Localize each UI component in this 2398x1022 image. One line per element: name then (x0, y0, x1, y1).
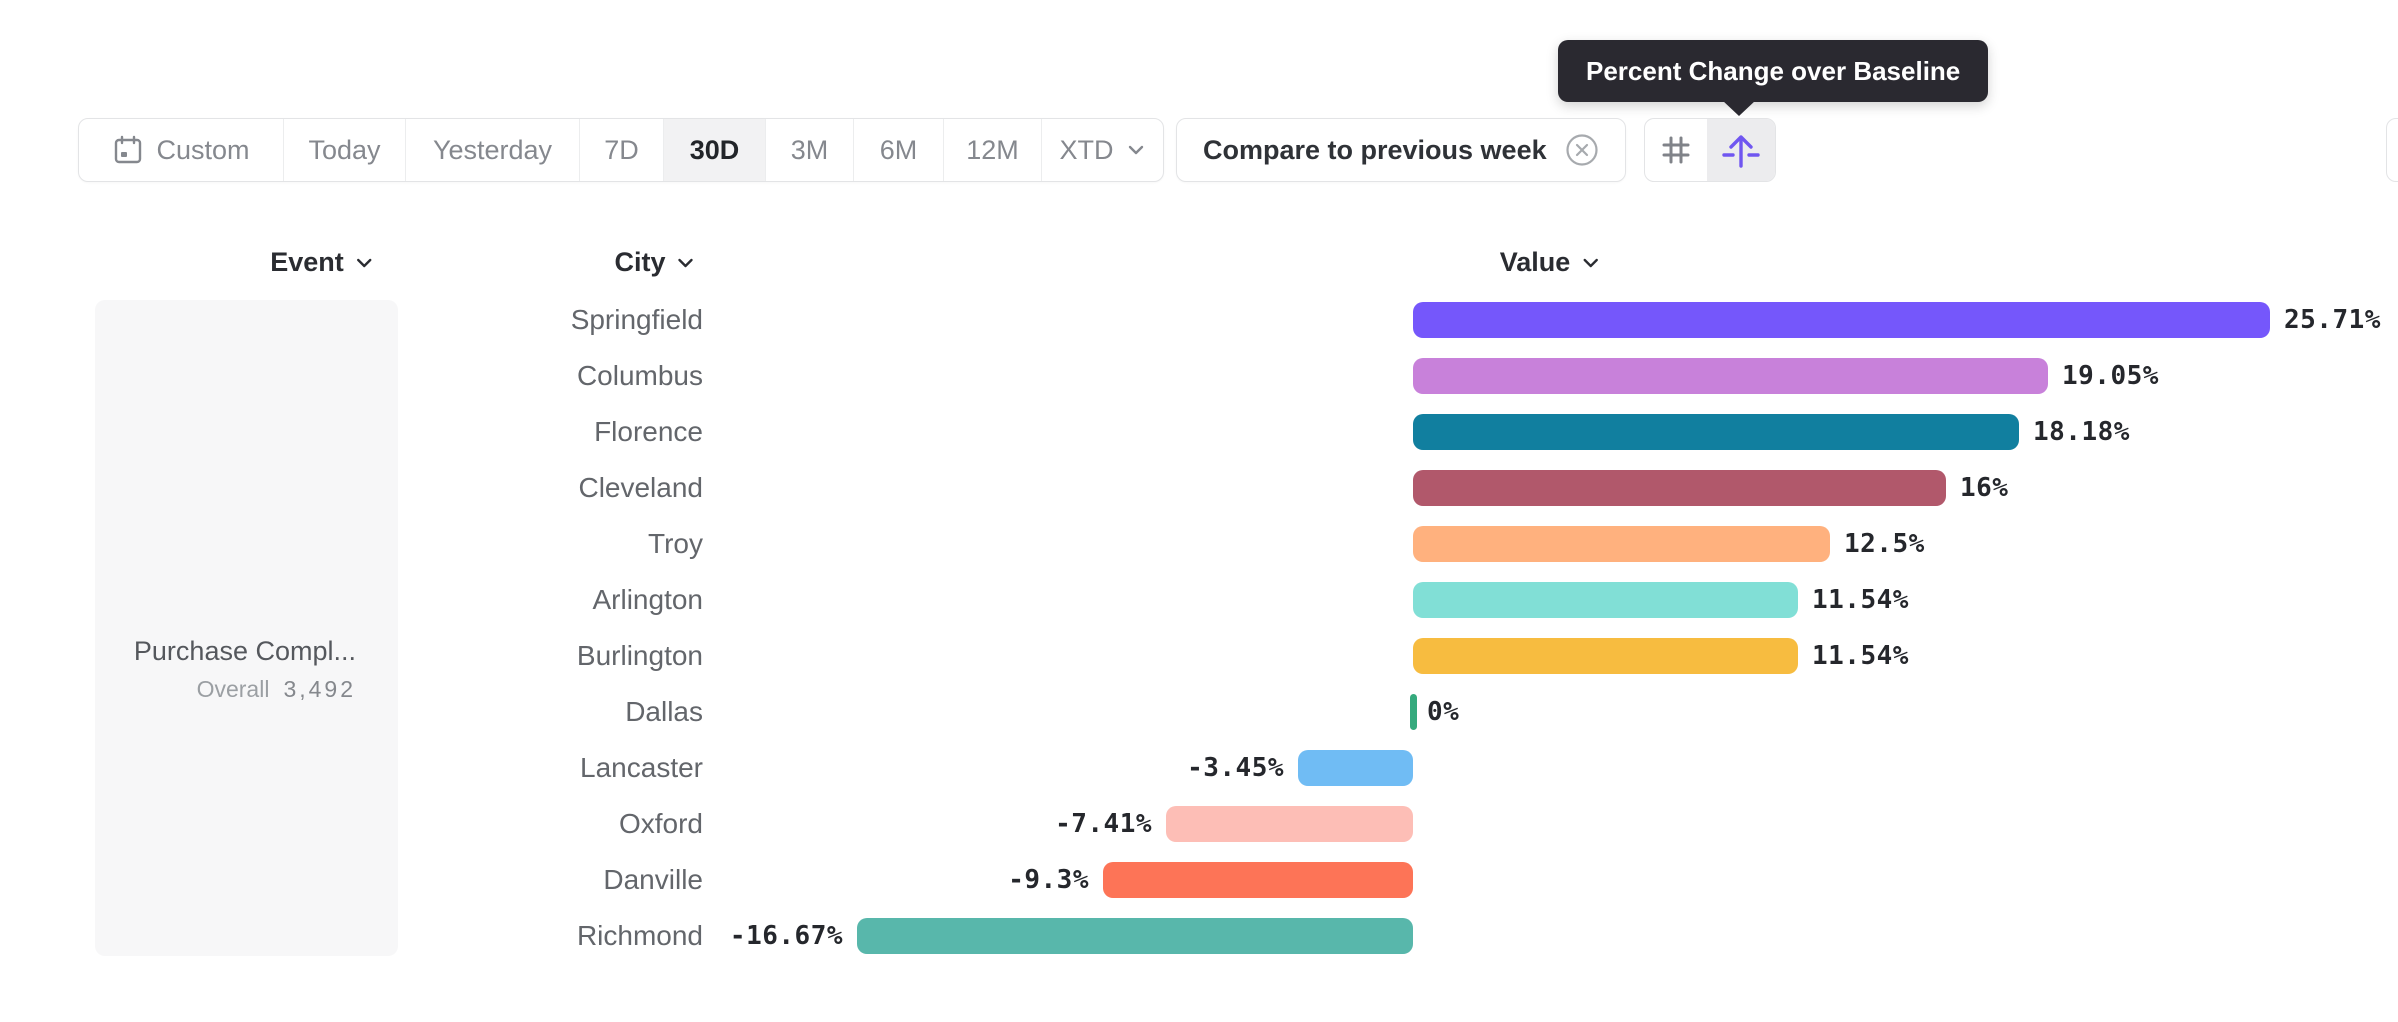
column-header-label: City (614, 247, 666, 277)
bar[interactable] (1413, 302, 2270, 338)
chart-row: Troy 12.5% (0, 516, 2398, 572)
city-label: Richmond (576, 920, 703, 951)
hash-grid-icon (1656, 130, 1696, 170)
chevron-down-icon (676, 253, 696, 273)
column-header-label: Event (270, 247, 344, 277)
percent-change-baseline-button[interactable] (1707, 119, 1775, 181)
city-label: Springfield (570, 304, 703, 335)
date-range-label: Today (308, 134, 381, 165)
chart-row: Arlington 11.54% (0, 572, 2398, 628)
x-circle-icon[interactable] (1565, 133, 1599, 167)
value-label: 19.05% (2062, 361, 2159, 391)
event-panel[interactable]: Purchase Compl... Overall 3,492 (95, 300, 398, 956)
column-header-label: Value (1499, 247, 1571, 277)
chart-row: Cleveland 16% (0, 460, 2398, 516)
compare-chip-label: Compare to previous week (1203, 134, 1547, 165)
date-range-label: 3M (790, 134, 829, 165)
value-label: 16% (1960, 473, 2009, 503)
city-label: Oxford (618, 808, 703, 839)
date-range-label: Yesterday (432, 134, 553, 165)
baseline-arrow-icon (1719, 128, 1763, 172)
chart-row: Richmond -16.67% (0, 908, 2398, 964)
tooltip-pointer (1722, 100, 1756, 116)
hash-grid-button[interactable] (1645, 119, 1707, 181)
value-label: -16.67% (729, 921, 843, 951)
value-label: 12.5% (1844, 529, 1925, 559)
city-label: Lancaster (580, 752, 703, 783)
chart-row: Danville -9.3% (0, 852, 2398, 908)
date-range-label: 30D (689, 134, 740, 165)
chart-row: Oxford -7.41% (0, 796, 2398, 852)
chart-row: Lancaster -3.45% (0, 740, 2398, 796)
calendar-icon (112, 134, 144, 166)
date-range-label: Custom (156, 134, 250, 165)
event-title: Purchase Compl... (133, 636, 356, 666)
city-label: Arlington (592, 584, 703, 615)
zero-baseline-marker[interactable] (1410, 694, 1417, 730)
bar[interactable] (1413, 582, 1798, 618)
bar[interactable] (1413, 470, 1946, 506)
overall-label: Overall (196, 676, 270, 702)
date-range-6m[interactable]: 6M (853, 119, 943, 181)
view-toggle-group (1644, 118, 1776, 182)
chart-row: Columbus 19.05% (0, 348, 2398, 404)
date-range-label: XTD (1059, 134, 1114, 165)
event-overall: Overall 3,492 (197, 676, 356, 703)
tooltip-text: Percent Change over Baseline (1586, 55, 1961, 86)
value-label: 25.71% (2284, 305, 2381, 335)
compare-chip[interactable]: Compare to previous week (1176, 118, 1626, 182)
bar[interactable] (1413, 638, 1798, 674)
date-range-label: 7D (604, 134, 639, 165)
column-header-value[interactable]: Value (1494, 246, 1607, 279)
bar[interactable] (857, 918, 1413, 954)
city-label: Dallas (625, 696, 703, 727)
date-range-xtd[interactable]: XTD (1041, 119, 1163, 181)
chart-row: Dallas 0% (0, 684, 2398, 740)
date-range-today[interactable]: Today (283, 119, 405, 181)
bar[interactable] (1413, 414, 2019, 450)
chart-row: Florence 18.18% (0, 404, 2398, 460)
city-label: Danville (603, 864, 703, 895)
chevron-down-icon (1580, 253, 1600, 273)
value-label: -3.45% (1187, 753, 1284, 783)
date-range-3m[interactable]: 3M (765, 119, 853, 181)
city-label: Burlington (576, 640, 703, 671)
city-label: Troy (648, 528, 703, 559)
city-label: Florence (594, 416, 703, 447)
bar[interactable] (1413, 526, 1830, 562)
chart-row: Burlington 11.54% (0, 628, 2398, 684)
date-range-label: 12M (966, 134, 1019, 165)
overall-value: 3,492 (283, 676, 356, 702)
column-header-event[interactable]: Event (264, 246, 380, 279)
date-range-custom[interactable]: Custom (79, 119, 283, 181)
bar[interactable] (1103, 862, 1413, 898)
bar[interactable] (1166, 806, 1413, 842)
date-range-12m[interactable]: 12M (943, 119, 1041, 181)
chevron-down-icon (1126, 140, 1146, 160)
date-range-control: Custom Today Yesterday 7D 30D 3M 6M 12M … (78, 118, 1164, 182)
date-range-yesterday[interactable]: Yesterday (405, 119, 579, 181)
value-label: -9.3% (1008, 865, 1089, 895)
chart-row: Springfield 25.71% (0, 292, 2398, 348)
chevron-down-icon (354, 253, 374, 273)
bar[interactable] (1298, 750, 1413, 786)
date-range-30d[interactable]: 30D (663, 119, 765, 181)
tooltip: Percent Change over Baseline (1558, 40, 1989, 102)
value-label: -7.41% (1055, 809, 1152, 839)
column-header-city[interactable]: City (608, 246, 701, 279)
city-label: Columbus (576, 360, 703, 391)
value-label: 11.54% (1812, 585, 1909, 615)
value-label: 18.18% (2033, 417, 2130, 447)
clipped-toolbar-button[interactable] (2386, 118, 2398, 182)
date-range-7d[interactable]: 7D (579, 119, 663, 181)
bar[interactable] (1413, 358, 2048, 394)
date-range-label: 6M (879, 134, 918, 165)
value-label: 11.54% (1812, 641, 1909, 671)
value-label: 0% (1427, 697, 1460, 727)
city-label: Cleveland (578, 472, 703, 503)
